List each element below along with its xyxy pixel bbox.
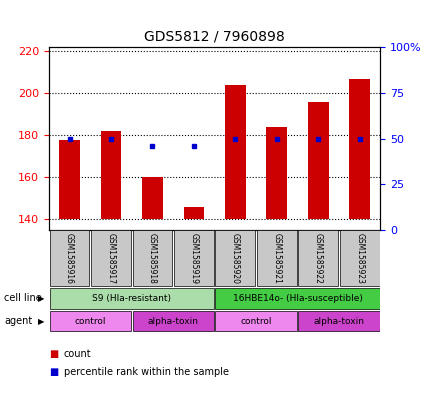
Text: alpha-toxin: alpha-toxin bbox=[313, 317, 364, 325]
Text: GSM1585918: GSM1585918 bbox=[148, 233, 157, 284]
Text: ■: ■ bbox=[49, 367, 58, 377]
Text: agent: agent bbox=[4, 316, 32, 326]
Text: control: control bbox=[74, 317, 106, 325]
Bar bbox=[215, 288, 380, 309]
Title: GDS5812 / 7960898: GDS5812 / 7960898 bbox=[144, 29, 285, 43]
Text: GSM1585921: GSM1585921 bbox=[272, 233, 281, 284]
Bar bbox=[133, 311, 214, 331]
Text: percentile rank within the sample: percentile rank within the sample bbox=[64, 367, 229, 377]
Bar bbox=[215, 230, 255, 286]
Bar bbox=[50, 288, 214, 309]
Bar bbox=[215, 311, 297, 331]
Bar bbox=[59, 140, 80, 219]
Bar bbox=[298, 230, 338, 286]
Text: GSM1585917: GSM1585917 bbox=[107, 233, 116, 284]
Text: S9 (Hla-resistant): S9 (Hla-resistant) bbox=[92, 294, 171, 303]
Bar bbox=[225, 85, 246, 219]
Bar bbox=[50, 230, 90, 286]
Text: GSM1585920: GSM1585920 bbox=[231, 233, 240, 284]
Text: control: control bbox=[240, 317, 272, 325]
Bar bbox=[308, 102, 329, 219]
Bar bbox=[101, 131, 122, 219]
Bar bbox=[174, 230, 214, 286]
Text: cell line: cell line bbox=[4, 293, 42, 303]
Bar bbox=[266, 127, 287, 219]
Bar bbox=[340, 230, 380, 286]
Text: count: count bbox=[64, 349, 91, 359]
Bar bbox=[184, 207, 204, 219]
Bar bbox=[91, 230, 131, 286]
Text: ▶: ▶ bbox=[38, 317, 45, 325]
Text: ■: ■ bbox=[49, 349, 58, 359]
Text: GSM1585923: GSM1585923 bbox=[355, 233, 364, 284]
Bar bbox=[298, 311, 380, 331]
Text: GSM1585922: GSM1585922 bbox=[314, 233, 323, 284]
Text: GSM1585919: GSM1585919 bbox=[190, 233, 198, 284]
Text: ▶: ▶ bbox=[38, 294, 45, 303]
Bar bbox=[133, 230, 173, 286]
Text: GSM1585916: GSM1585916 bbox=[65, 233, 74, 284]
Text: alpha-toxin: alpha-toxin bbox=[148, 317, 198, 325]
Bar bbox=[257, 230, 297, 286]
Bar bbox=[349, 79, 370, 219]
Bar bbox=[142, 177, 163, 219]
Bar bbox=[50, 311, 131, 331]
Text: 16HBE14o- (Hla-susceptible): 16HBE14o- (Hla-susceptible) bbox=[232, 294, 363, 303]
